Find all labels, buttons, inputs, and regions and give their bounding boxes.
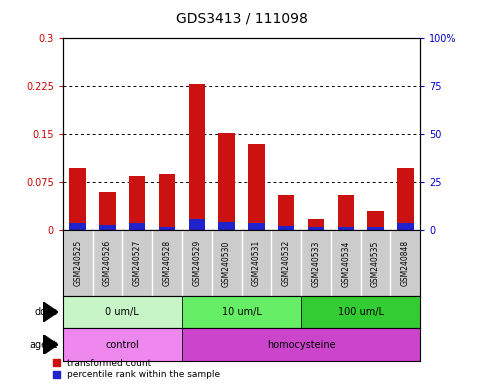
Text: 100 um/L: 100 um/L [338,307,384,317]
Text: GSM240529: GSM240529 [192,240,201,286]
Bar [129,223,145,230]
Text: 0 um/L: 0 um/L [105,307,139,317]
Bar [189,219,205,230]
Text: 10 um/L: 10 um/L [222,307,261,317]
Text: control: control [105,339,139,350]
Text: GSM240530: GSM240530 [222,240,231,286]
Bar [218,133,235,230]
Text: dose: dose [35,307,58,317]
Text: GSM240532: GSM240532 [282,240,291,286]
Legend: transformed count, percentile rank within the sample: transformed count, percentile rank withi… [53,359,220,379]
Bar [63,296,182,328]
Bar [397,223,413,230]
Bar [397,168,413,230]
Bar [338,195,354,230]
Bar [248,144,265,230]
Bar [99,192,115,230]
Text: GSM240535: GSM240535 [371,240,380,286]
Bar [308,219,324,230]
Bar [218,222,235,230]
Text: GDS3413 / 111098: GDS3413 / 111098 [175,12,308,25]
Bar [159,227,175,230]
Text: GSM240534: GSM240534 [341,240,350,286]
Bar [278,226,294,230]
Text: GSM240526: GSM240526 [103,240,112,286]
Text: GSM240527: GSM240527 [133,240,142,286]
Bar [368,227,384,230]
Bar [338,227,354,230]
Text: GSM240533: GSM240533 [312,240,320,286]
Bar [308,227,324,230]
Bar [99,225,115,230]
Bar [182,296,301,328]
Bar [182,328,420,361]
Bar [301,296,420,328]
Text: GSM240531: GSM240531 [252,240,261,286]
Text: agent: agent [30,339,58,350]
Bar [129,176,145,230]
Text: GSM240528: GSM240528 [163,240,171,286]
Text: homocysteine: homocysteine [267,339,335,350]
Bar [70,168,86,230]
Bar [63,328,182,361]
Bar [189,84,205,230]
Text: GSM240848: GSM240848 [401,240,410,286]
Bar [248,223,265,230]
Bar [70,223,86,230]
Bar [278,195,294,230]
Bar [368,211,384,230]
Polygon shape [43,302,58,322]
Polygon shape [43,335,58,354]
Text: GSM240525: GSM240525 [73,240,82,286]
Bar [159,174,175,230]
